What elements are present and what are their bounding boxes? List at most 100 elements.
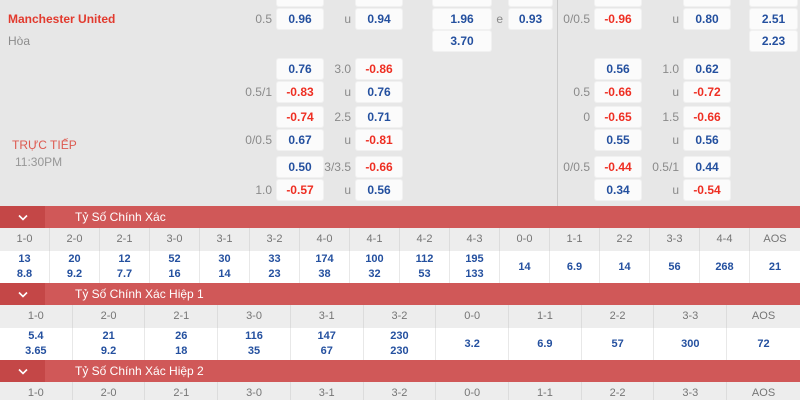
odds-price-cell[interactable]: -0.66 — [595, 82, 641, 102]
collapse-button[interactable] — [0, 360, 45, 382]
score-odds-cell[interactable]: 72 — [727, 328, 800, 360]
section-banner[interactable]: Tỷ Số Chính Xác Hiệp 1 — [0, 283, 800, 305]
score-grid: 1-0 2-0 2-1 3-0 3-1 3-2 0-0 1-1 2-2 3-3 AOS 5.4 3.65… — [0, 305, 800, 360]
odds-price-cell[interactable]: 0.80 — [684, 9, 730, 29]
odds-price-cell[interactable]: 2.23 — [750, 31, 797, 51]
odds-price-cell[interactable]: -0.44 — [595, 157, 641, 177]
odds-row: 1.0 -0.57 u 0.56 0.34 u -0.54 — [0, 180, 800, 200]
score-odds-cell[interactable]: 6.9 — [550, 251, 600, 283]
odds-price-cell[interactable]: -0.65 — [595, 107, 641, 127]
odds-price-cell[interactable]: 0.67 — [277, 130, 323, 150]
odds-price-cell[interactable]: 0.76 — [356, 82, 402, 102]
odds-price-cell[interactable] — [509, 0, 552, 6]
odds-price-cell[interactable]: -0.74 — [277, 107, 323, 127]
odds-price-cell[interactable]: 0.96 — [277, 9, 323, 29]
odds-price-cell[interactable]: -0.83 — [277, 82, 323, 102]
odds-price-cell[interactable]: -0.81 — [356, 130, 402, 150]
odds-line-label: u — [344, 85, 351, 99]
odds-price-cell[interactable]: 0.94 — [356, 9, 402, 29]
odds-line-label: u — [672, 133, 679, 147]
score-odds-cell[interactable]: 14 — [500, 251, 550, 283]
collapse-button[interactable] — [0, 283, 45, 305]
score-odds-cell[interactable]: 100 32 — [350, 251, 400, 283]
score-odds-cell[interactable]: 112 53 — [400, 251, 450, 283]
odds-price-cell[interactable] — [595, 0, 641, 6]
odds-price-cell[interactable]: 0.56 — [684, 130, 730, 150]
odds-line-label: 0/0.5 — [245, 133, 272, 147]
score-odds-value: 23 — [268, 268, 281, 280]
score-odds-cell[interactable]: 56 — [650, 251, 700, 283]
odds-price-cell[interactable]: 0.71 — [356, 107, 402, 127]
odds-price-cell[interactable]: 0.62 — [684, 59, 730, 79]
odds-price-cell[interactable]: -0.57 — [277, 180, 323, 200]
draw-label: Hòa — [8, 34, 31, 48]
score-odds-cell[interactable]: 13 8.8 — [0, 251, 50, 283]
score-odds-cell[interactable]: 21 — [750, 251, 800, 283]
odds-price-cell[interactable]: -0.54 — [684, 180, 730, 200]
odds-price-cell[interactable]: -0.86 — [356, 59, 402, 79]
score-odds-cell[interactable]: 57 — [581, 328, 655, 360]
score-column-header: 1-1 — [509, 305, 582, 328]
section-banner[interactable]: Tỷ Số Chính Xác — [0, 206, 800, 228]
score-odds-cell[interactable]: 5.4 3.65 — [0, 328, 73, 360]
odds-price-cell[interactable]: 1.96 — [433, 9, 491, 29]
score-odds-cell[interactable]: 52 16 — [150, 251, 200, 283]
score-odds-cell[interactable]: 14 — [600, 251, 650, 283]
odds-row: 0.5/1 -0.83 u 0.76 0.5 -0.66 u -0.72 — [0, 82, 800, 102]
score-odds-cell[interactable]: 268 — [700, 251, 750, 283]
odds-price-cell[interactable]: 0.56 — [595, 59, 641, 79]
odds-price-cell[interactable]: -0.66 — [356, 157, 402, 177]
odds-price-cell[interactable] — [433, 0, 491, 6]
score-header-row: 1-0 2-0 2-1 3-0 3-1 3-2 0-0 1-1 2-2 3-3 AOS — [0, 305, 800, 328]
odds-price-cell[interactable]: 0.34 — [595, 180, 641, 200]
score-odds-value: 268 — [715, 260, 734, 273]
score-odds-cell[interactable]: 26 18 — [145, 328, 219, 360]
score-odds-value: 6.9 — [566, 260, 583, 273]
score-column-header: 3-1 — [200, 228, 250, 251]
score-odds-cell[interactable]: 147 67 — [290, 328, 364, 360]
score-odds-cell[interactable]: 3.2 — [436, 328, 510, 360]
home-team-name: Manchester United — [8, 12, 116, 26]
score-odds-cell[interactable]: 300 — [654, 328, 728, 360]
odds-price-cell[interactable]: 2.51 — [750, 9, 797, 29]
odds-price-cell[interactable]: 0.93 — [509, 9, 552, 29]
odds-price-cell[interactable] — [277, 0, 323, 6]
odds-price-cell[interactable]: 0.56 — [356, 180, 402, 200]
odds-price-cell[interactable]: 0.76 — [277, 59, 323, 79]
section-banner[interactable]: Tỷ Số Chính Xác Hiệp 2 — [0, 360, 800, 382]
score-column-header: 3-1 — [290, 382, 364, 400]
score-odds-cell[interactable]: 12 7.7 — [100, 251, 150, 283]
score-odds-cell[interactable]: 6.9 — [509, 328, 582, 360]
odds-price-cell[interactable]: -0.66 — [684, 107, 730, 127]
score-odds-value: 14 — [618, 260, 631, 273]
odds-price-cell[interactable] — [684, 0, 730, 6]
odds-price-cell[interactable]: 0.44 — [684, 157, 730, 177]
section-correct-score-half2: Tỷ Số Chính Xác Hiệp 2 1-0 2-0 2-1 3-0 3-1 3-… — [0, 360, 800, 400]
score-column-header: 3-0 — [150, 228, 200, 251]
odds-price-cell[interactable]: 0.55 — [595, 130, 641, 150]
score-odds-cell[interactable]: 20 9.2 — [50, 251, 100, 283]
odds-line-label: 0/0.5 — [563, 12, 590, 26]
score-odds-cell[interactable]: 33 23 — [250, 251, 300, 283]
odds-line-label: u — [672, 85, 679, 99]
odds-price-cell[interactable]: 0.50 — [277, 157, 323, 177]
score-odds-cell[interactable]: 230 230 — [363, 328, 437, 360]
score-header-row: 1-0 2-0 2-1 3-0 3-1 3-2 0-0 1-1 2-2 3-3 AOS — [0, 382, 800, 400]
score-odds-cell[interactable]: 174 38 — [300, 251, 350, 283]
odds-line-label: u — [672, 12, 679, 26]
odds-price-cell[interactable]: -0.72 — [684, 82, 730, 102]
odds-line-label: 0.5 — [573, 85, 590, 99]
score-odds-cell[interactable]: 116 35 — [218, 328, 291, 360]
odds-price-cell[interactable] — [356, 0, 402, 6]
odds-price-cell[interactable]: -0.96 — [595, 9, 641, 29]
score-odds-cell[interactable]: 30 14 — [200, 251, 250, 283]
score-odds-value: 72 — [757, 337, 770, 350]
collapse-button[interactable] — [0, 206, 45, 228]
score-odds-value: 53 — [418, 268, 431, 280]
odds-price-cell[interactable] — [750, 0, 797, 6]
score-odds-cell[interactable]: 21 9.2 — [72, 328, 146, 360]
odds-price-cell[interactable]: 3.70 — [433, 31, 491, 51]
score-odds-value: 26 — [175, 330, 188, 342]
score-odds-cell[interactable]: 195 133 — [450, 251, 500, 283]
